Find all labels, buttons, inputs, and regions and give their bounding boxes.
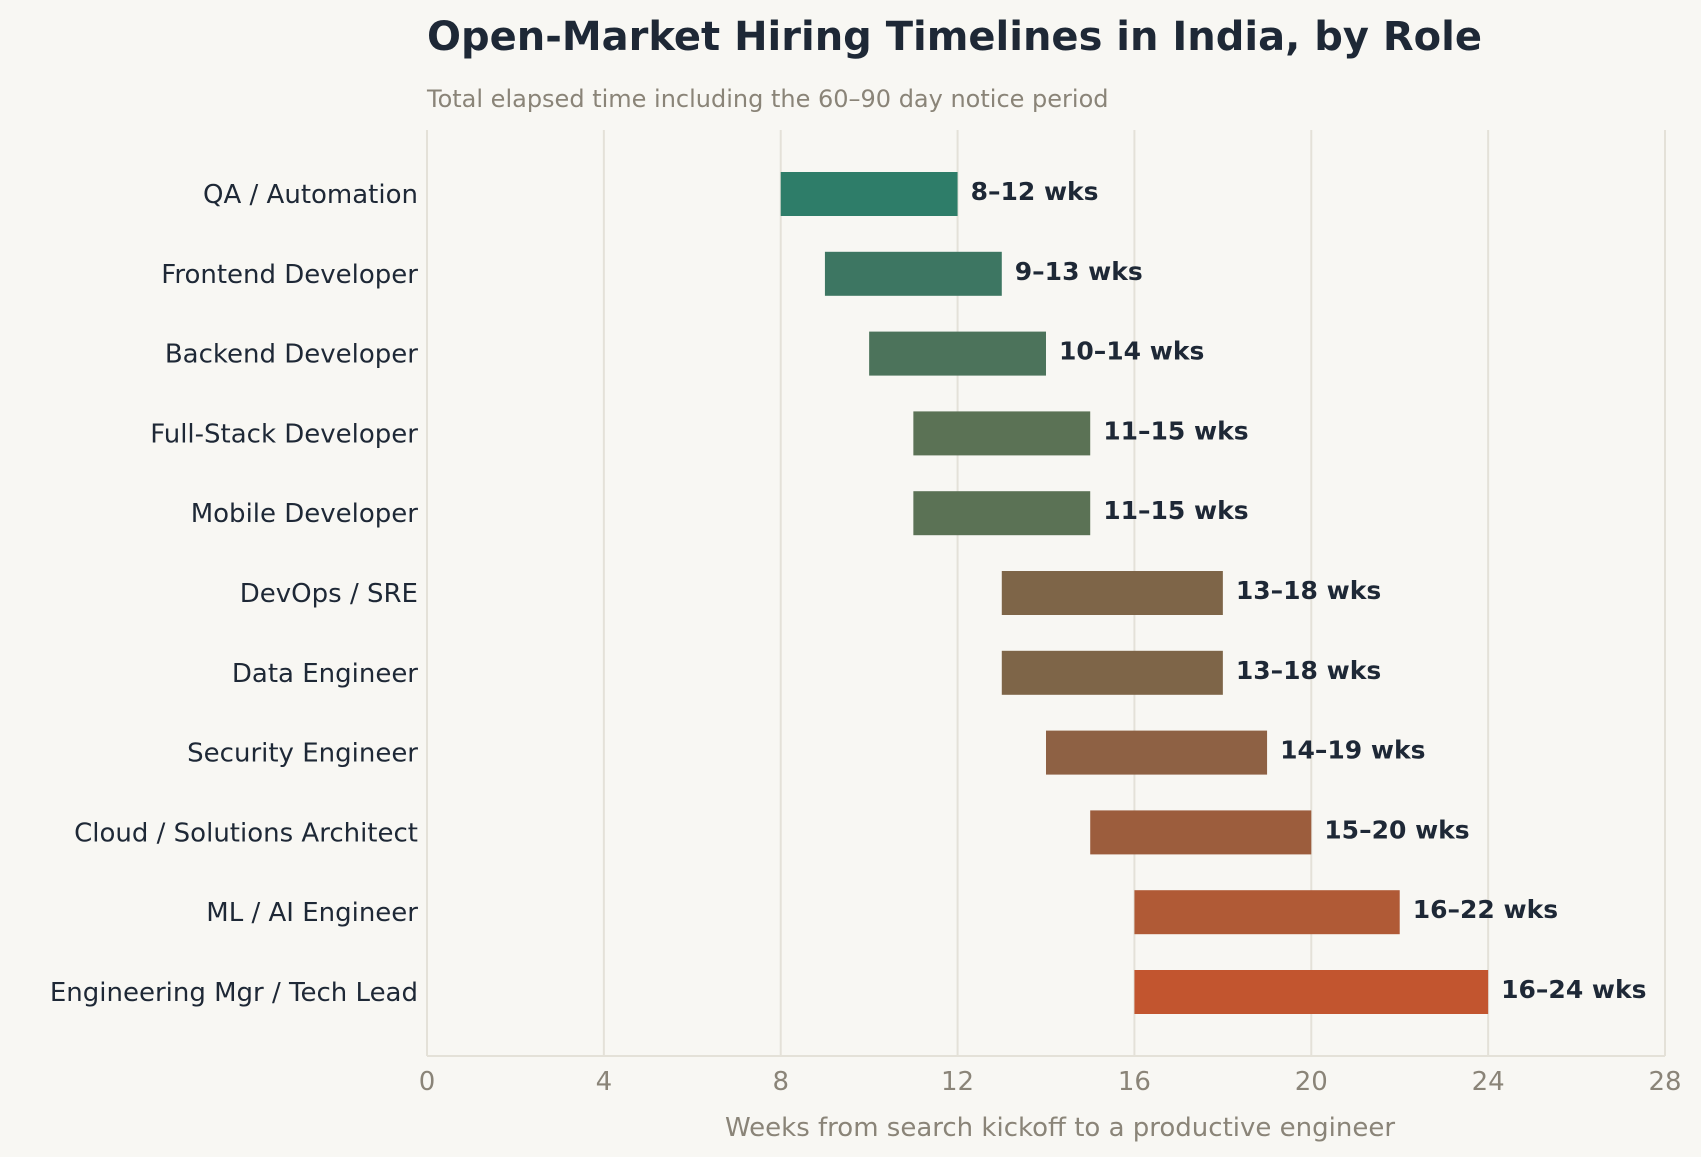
x-tick-label: 4 [596,1067,613,1097]
x-tick-label: 24 [1472,1067,1505,1097]
category-label: QA / Automation [203,180,418,210]
bar-devops-sre [1001,571,1223,615]
x-tick-labels: 0 4 8 12 16 20 24 28 [419,1067,1682,1097]
data-label: 11–15 wks [1103,496,1248,525]
data-label: 13–18 wks [1236,656,1381,685]
bar-data-engineer [1001,650,1223,695]
data-label: 10–14 wks [1059,337,1204,366]
category-label: Security Engineer [187,739,418,769]
chart-title: Open-Market Hiring Timelines in India, b… [427,14,1482,60]
x-tick-label: 20 [1295,1067,1328,1097]
bar-mobile-developer [913,491,1091,536]
category-label: Backend Developer [165,340,418,370]
bars [780,172,1489,1014]
data-label: 8–12 wks [971,177,1099,206]
x-axis-label: Weeks from search kickoff to a productiv… [725,1113,1395,1143]
category-label: DevOps / SRE [240,579,418,609]
x-tick-label: 16 [1118,1067,1151,1097]
data-labels: 8–12 wks 9–13 wks 10–14 wks 11–15 wks 11–15 … [971,177,1647,1004]
data-label: 9–13 wks [1015,257,1143,286]
category-label: Cloud / Solutions Architect [74,818,418,848]
chart-subtitle: Total elapsed time including the 60–90 d… [426,85,1108,113]
bar-full-stack-developer [913,411,1091,456]
bar-engineering-mgr-tech-lead [1134,970,1489,1014]
data-label: 14–19 wks [1280,736,1425,765]
bar-qa-automation [780,172,958,216]
bar-cloud-solutions-architect [1090,810,1312,855]
category-label: Mobile Developer [191,499,419,529]
bar-ml-ai-engineer [1134,890,1400,935]
category-labels: QA / Automation Frontend Developer Backend… [50,180,418,1008]
data-label: 16–22 wks [1413,895,1558,924]
data-label: 13–18 wks [1236,576,1381,605]
x-tick-label: 8 [772,1067,789,1097]
data-label: 11–15 wks [1103,416,1248,445]
data-label: 15–20 wks [1324,815,1469,844]
category-label: Data Engineer [232,659,418,689]
bar-frontend-developer [824,251,1002,296]
category-label: Frontend Developer [161,260,418,290]
data-label: 16–24 wks [1501,975,1646,1004]
x-tick-label: 0 [419,1067,436,1097]
category-label: Engineering Mgr / Tech Lead [50,978,418,1008]
bar-backend-developer [869,331,1046,376]
bar-security-engineer [1046,730,1268,775]
category-label: Full-Stack Developer [150,419,418,449]
category-label: ML / AI Engineer [206,898,418,928]
x-tick-label: 28 [1648,1067,1681,1097]
x-tick-label: 12 [941,1067,974,1097]
